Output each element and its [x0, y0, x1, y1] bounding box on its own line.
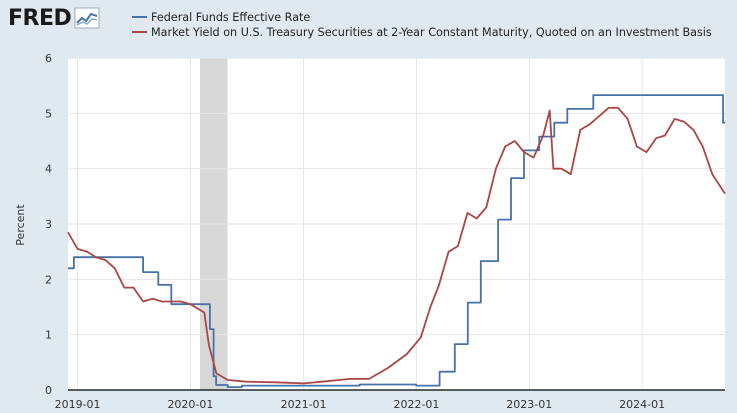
x-tick-label: 2019-01 [55, 398, 101, 411]
fred-logo[interactable]: FRED [8, 4, 100, 32]
fred-logo-chart-icon [74, 7, 100, 29]
y-tick-label: 3 [45, 218, 52, 231]
y-tick-label: 5 [45, 107, 52, 120]
legend-label-1: Federal Funds Effective Rate [151, 11, 310, 24]
fred-logo-text: FRED [8, 5, 72, 31]
x-tick-label: 2023-01 [506, 398, 552, 411]
y-tick-label: 0 [45, 384, 52, 397]
y-tick-label: 4 [45, 163, 52, 176]
legend-label-2: Market Yield on U.S. Treasury Securities… [151, 26, 712, 39]
y-tick-label: 2 [45, 273, 52, 286]
series-line-2 [67, 106, 726, 385]
y-tick-label: 1 [45, 329, 52, 342]
x-tick-label: 2024-01 [619, 398, 665, 411]
x-tick-label: 2021-01 [281, 398, 327, 411]
x-tick-label: 2020-01 [167, 398, 213, 411]
y-tick-label: 6 [45, 52, 52, 65]
y-axis-title: Percent [14, 204, 27, 246]
x-tick-label: 2022-01 [393, 398, 439, 411]
